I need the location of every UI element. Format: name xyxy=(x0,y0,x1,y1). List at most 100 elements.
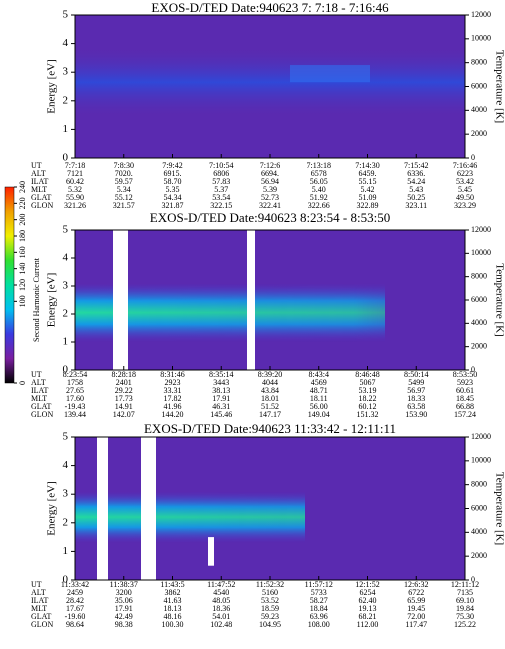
table-cell: 5923 xyxy=(457,378,473,387)
y-tick-label: 1 xyxy=(63,545,69,557)
data-gap xyxy=(208,537,214,566)
table-cell: 63.96 xyxy=(310,612,328,621)
table-cell: 7:15:42 xyxy=(404,161,428,170)
y-tick-label: 1 xyxy=(63,336,69,348)
table-cell: 60.61 xyxy=(456,386,474,395)
colorbar-tick-label: 100 xyxy=(18,295,27,307)
table-cell: 41.96 xyxy=(164,402,182,411)
y2-tick-label: 6000 xyxy=(471,81,487,90)
table-cell: 145.46 xyxy=(210,410,232,419)
table-cell: 2401 xyxy=(116,378,132,387)
table-cell: 1758 xyxy=(67,378,83,387)
table-cell: 56.94 xyxy=(261,177,279,186)
table-cell: 117.47 xyxy=(405,620,427,629)
y2-tick-label: 10000 xyxy=(471,456,491,465)
table-cell: 125.22 xyxy=(454,620,476,629)
table-cell: 18.13 xyxy=(164,604,182,613)
table-cell: 104.95 xyxy=(259,620,281,629)
table-cell: 5.34 xyxy=(117,185,131,194)
table-cell: 33.31 xyxy=(164,386,182,395)
table-cell: 5.45 xyxy=(458,185,472,194)
table-cell: 18.01 xyxy=(261,394,279,403)
y-tick-label: 0 xyxy=(63,152,69,164)
y2-tick-label: 2000 xyxy=(471,129,487,138)
table-cell: 8:35:14 xyxy=(209,370,233,379)
panel-title: EXOS-D/TED Date:940623 7: 7:18 - 7:16:46 xyxy=(151,0,389,15)
table-cell: 3200 xyxy=(116,588,132,597)
y-tick-label: 1 xyxy=(63,123,69,135)
y-axis-label: Energy [eV] xyxy=(46,59,58,113)
table-cell: 7:8:30 xyxy=(114,161,134,170)
y2-tick-label: 0 xyxy=(471,365,475,374)
table-cell: 42.49 xyxy=(115,612,133,621)
table-row-label: GLON xyxy=(31,410,53,419)
table-cell: 17.60 xyxy=(66,394,84,403)
table-cell: 6806 xyxy=(213,169,229,178)
y2-tick-label: 8000 xyxy=(471,479,487,488)
table-cell: 75.30 xyxy=(456,612,474,621)
table-cell: 53.54 xyxy=(212,193,230,202)
table-cell: 322.89 xyxy=(357,201,379,210)
y2-tick-label: 6000 xyxy=(471,503,487,512)
y2-axis-label: Temperature [K] xyxy=(493,50,505,123)
table-cell: 28.42 xyxy=(66,596,84,605)
table-cell: 8:46:48 xyxy=(355,370,379,379)
table-cell: 2459 xyxy=(67,588,83,597)
table-cell: 53.42 xyxy=(456,177,474,186)
table-cell: 151.32 xyxy=(357,410,379,419)
table-cell: 8:31:46 xyxy=(160,370,184,379)
table-cell: 29.22 xyxy=(115,386,133,395)
table-cell: 6459. xyxy=(359,169,377,178)
table-cell: 17.91 xyxy=(212,394,230,403)
table-cell: 7121 xyxy=(67,169,83,178)
table-cell: 7:9:42 xyxy=(162,161,182,170)
table-cell: 7:12:6 xyxy=(260,161,280,170)
table-cell: 11:33:42 xyxy=(61,580,89,589)
table-row-label: ILAT xyxy=(31,177,48,186)
table-cell: 18.22 xyxy=(359,394,377,403)
y-tick-label: 4 xyxy=(63,252,69,264)
table-cell: -19.43 xyxy=(65,402,86,411)
table-cell: 8:39:20 xyxy=(258,370,282,379)
colorbar-tick-label: 220 xyxy=(18,197,27,209)
table-cell: 322.15 xyxy=(210,201,232,210)
table-row-label: UT xyxy=(31,370,42,379)
y2-tick-label: 2000 xyxy=(471,551,487,560)
table-cell: 69.10 xyxy=(456,596,474,605)
table-cell: 323.11 xyxy=(405,201,427,210)
table-cell: 6254 xyxy=(360,588,376,597)
table-cell: 5.39 xyxy=(263,185,277,194)
table-cell: 14.91 xyxy=(115,402,133,411)
table-cell: 66.88 xyxy=(456,402,474,411)
table-cell: 18.36 xyxy=(212,604,230,613)
table-cell: 11:52:32 xyxy=(256,580,284,589)
table-cell: 60.42 xyxy=(66,177,84,186)
y-tick-label: 0 xyxy=(63,364,69,376)
table-cell: 144.20 xyxy=(162,410,184,419)
table-cell: 56.97 xyxy=(407,386,425,395)
table-cell: 18.45 xyxy=(456,394,474,403)
y2-tick-label: 8000 xyxy=(471,271,487,280)
y-tick-label: 4 xyxy=(63,37,69,49)
table-row-label: GLON xyxy=(31,620,53,629)
table-cell: 7135 xyxy=(457,588,473,597)
table-cell: 6578 xyxy=(311,169,327,178)
y2-tick-label: 12000 xyxy=(471,432,491,441)
panel-title: EXOS-D/TED Date:940623 11:33:42 - 12:11:… xyxy=(144,421,396,436)
table-cell: 54.24 xyxy=(407,177,425,186)
panel-title: EXOS-D/TED Date:940623 8:23:54 - 8:53:50 xyxy=(150,210,390,225)
table-cell: 46.31 xyxy=(212,402,230,411)
table-cell: 7:16:46 xyxy=(453,161,477,170)
table-cell: 2923 xyxy=(165,378,181,387)
table-cell: 5.35 xyxy=(166,185,180,194)
table-cell: 7020. xyxy=(115,169,133,178)
table-cell: 54.01 xyxy=(212,612,230,621)
table-cell: 18.11 xyxy=(310,394,328,403)
spectrogram-band xyxy=(290,65,370,83)
table-cell: 63.58 xyxy=(407,402,425,411)
table-cell: 5067 xyxy=(360,378,376,387)
table-cell: 5.32 xyxy=(68,185,82,194)
table-cell: 17.82 xyxy=(164,394,182,403)
y2-tick-label: 4000 xyxy=(471,318,487,327)
table-cell: 35.06 xyxy=(115,596,133,605)
